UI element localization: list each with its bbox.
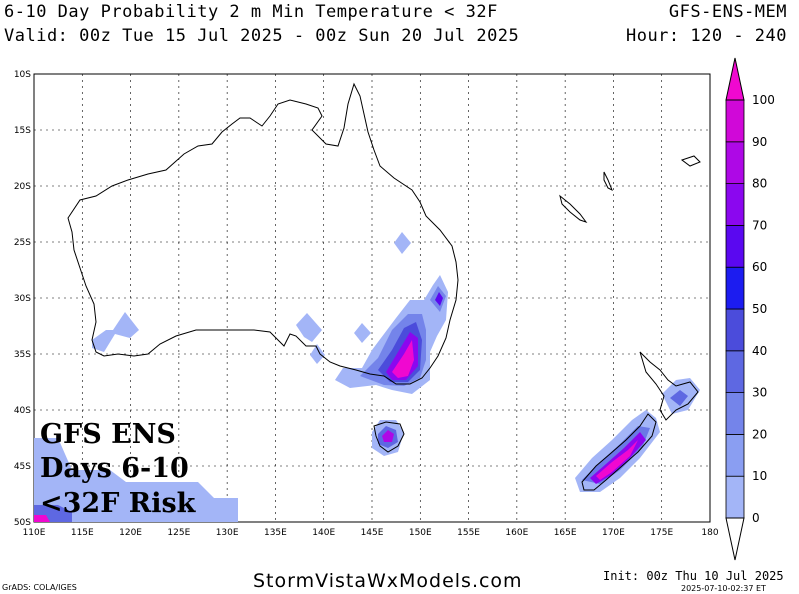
lon-label: 180 <box>701 528 718 538</box>
lat-label: 35S <box>14 350 31 360</box>
colorbar-segment <box>725 475 745 519</box>
lon-label: 125E <box>167 528 190 538</box>
lon-label: 150E <box>409 528 432 538</box>
coastline-vanuatu <box>603 171 613 192</box>
colorbar-label: 50 <box>752 302 767 316</box>
lon-label: 165E <box>554 528 577 538</box>
map-title: 6-10 Day Probability 2 m Min Temperature… <box>4 2 498 22</box>
valid-period: Valid: 00z Tue 15 Jul 2025 - 00z Sun 20 … <box>4 26 520 46</box>
coastline-tasmania <box>373 421 405 453</box>
shade-queensland <box>394 232 411 254</box>
colorbar-segment <box>725 308 745 352</box>
lat-label: 30S <box>14 294 31 304</box>
overlay-line-1: GFS ENS <box>40 419 176 450</box>
probability-shading <box>34 232 700 522</box>
lon-label: 160E <box>505 528 528 538</box>
forecast-hours: Hour: 120 - 240 <box>625 26 787 46</box>
lon-label: 155E <box>457 528 480 538</box>
shade-south-australia <box>296 313 322 342</box>
lon-label: 135E <box>264 528 287 538</box>
shade-nz-south-100 <box>596 440 638 480</box>
shade-south-australia-2 <box>310 344 325 364</box>
shade-ne-nsw-40 <box>435 292 443 306</box>
colorbar-label: 10 <box>752 469 767 483</box>
coastline-new-caledonia <box>559 194 588 223</box>
colorbar-segment <box>725 392 745 435</box>
shade-tasmania-80 <box>382 430 394 442</box>
colorbar-segment <box>725 433 745 477</box>
coastline-fiji <box>680 155 701 167</box>
init-time: Init: 00z Thu 10 Jul 2025 <box>603 569 784 583</box>
shade-southern-ocean <box>34 438 238 522</box>
colorbar-arrow-bottom <box>725 517 745 561</box>
grads-credit: GrADS: COLA/IGES <box>2 583 77 592</box>
lon-label: 130E <box>216 528 239 538</box>
lat-label: 50S <box>14 518 31 528</box>
colorbar-label: 0 <box>752 511 760 525</box>
colorbar-label: 100 <box>752 93 775 107</box>
colorbar-segment <box>725 224 745 268</box>
lon-label: 115E <box>71 528 94 538</box>
colorbar-label: 40 <box>752 344 767 358</box>
graticule <box>34 74 710 522</box>
lon-label: 120E <box>119 528 142 538</box>
lat-label: 40S <box>14 406 31 416</box>
colorbar-segment <box>725 141 745 185</box>
lat-label: 25S <box>14 238 31 248</box>
lat-label: 10S <box>14 70 31 80</box>
colorbar-label: 90 <box>752 135 767 149</box>
colorbar-segment <box>725 99 745 143</box>
lat-label: 45S <box>14 462 31 472</box>
overlay-line-3: <32F Risk <box>40 488 196 519</box>
colorbar-arrow-top <box>725 57 745 101</box>
shade-southern-ocean-100 <box>34 515 50 522</box>
coastline-nz-south <box>581 413 657 491</box>
colorbar-label: 80 <box>752 177 767 191</box>
colorbar-segment <box>725 183 745 226</box>
coastline-nz-north <box>639 351 699 421</box>
colorbar-label: 20 <box>752 427 767 441</box>
colorbar-segment <box>725 266 745 310</box>
shade-western-australia <box>92 312 139 352</box>
lon-label: 170E <box>602 528 625 538</box>
lat-label: 15S <box>14 126 31 136</box>
lon-label: 145E <box>361 528 384 538</box>
lon-label: 140E <box>312 528 335 538</box>
shade-central-nsw <box>354 323 371 343</box>
colorbar-label: 30 <box>752 386 767 400</box>
colorbar-segment <box>725 350 745 393</box>
coastline-australia <box>67 82 459 385</box>
colorbar: 0 10 20 30 40 50 60 70 80 90 100 <box>725 93 775 525</box>
lat-label: 20S <box>14 182 31 192</box>
lon-label: 110E <box>23 528 46 538</box>
overlay-line-2: Days 6-10 <box>40 453 189 484</box>
colorbar-label: 70 <box>752 218 767 232</box>
lon-label: 175E <box>650 528 673 538</box>
timestamp: 2025-07-10-02:37 ET <box>681 584 766 593</box>
site-name: StormVistaWxModels.com <box>253 570 523 592</box>
shade-nz-north-40 <box>670 390 688 406</box>
shade-se-australia-100 <box>392 340 414 378</box>
colorbar-label: 60 <box>752 260 767 274</box>
model-name: GFS-ENS-MEM <box>668 2 787 22</box>
coastlines <box>67 82 701 491</box>
